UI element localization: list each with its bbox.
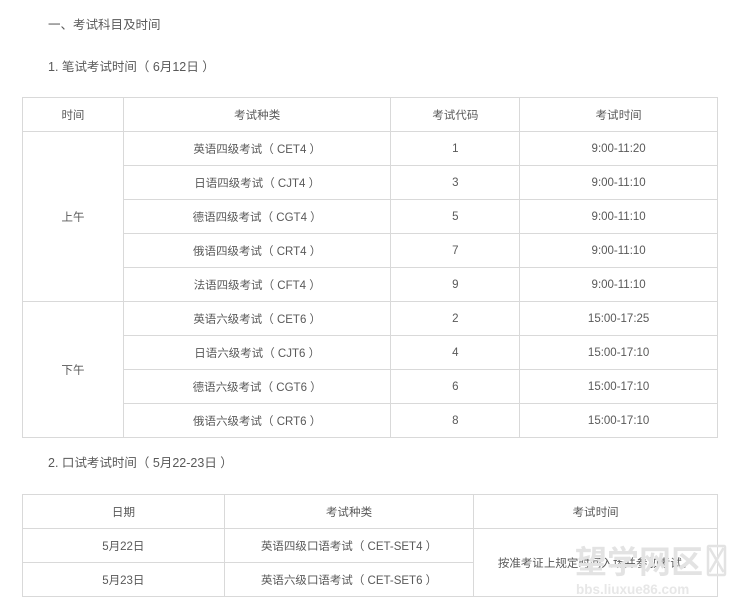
- svg-text:bbs.liuxue86.com: bbs.liuxue86.com: [576, 582, 689, 597]
- svg-text:望学网区: 望学网区: [575, 544, 703, 580]
